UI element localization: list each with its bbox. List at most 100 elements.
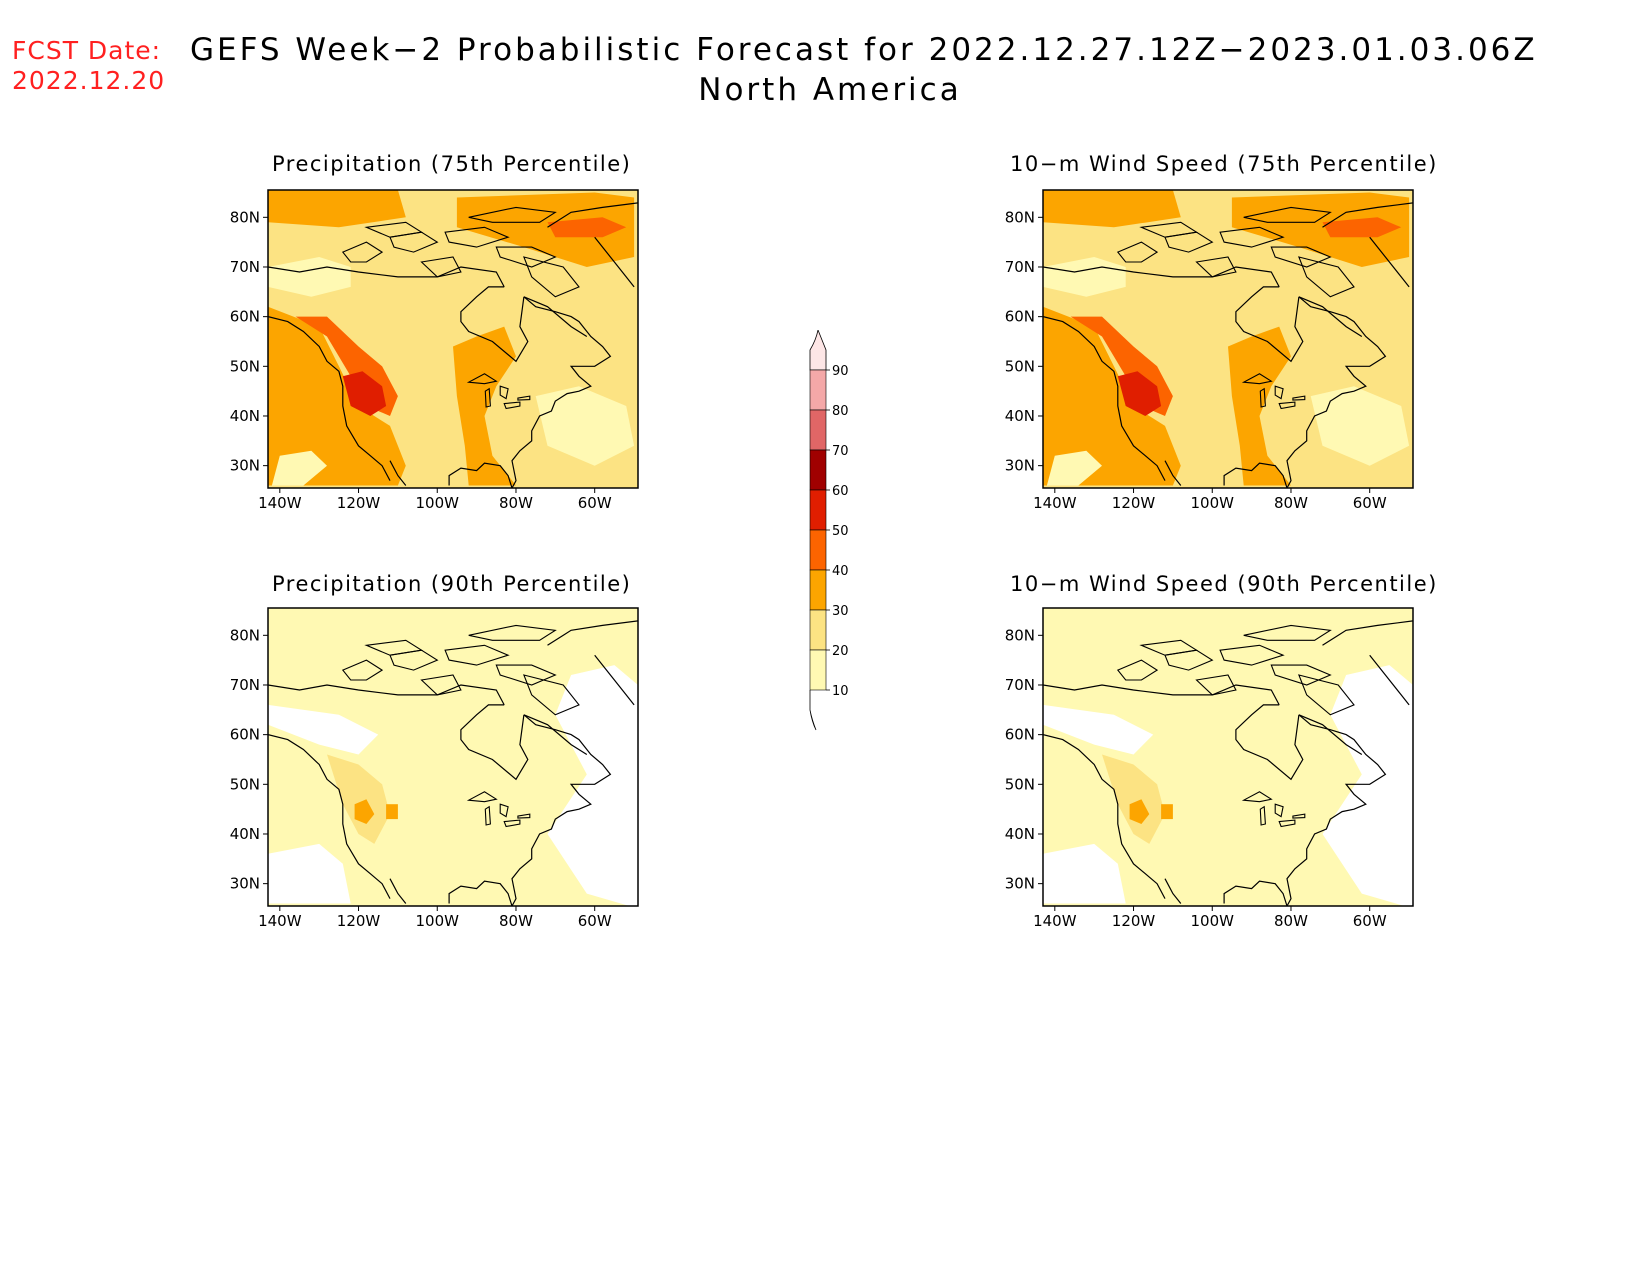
forecast-date: FCST Date: 2022.12.20 <box>12 36 165 96</box>
lon-label: 60W <box>578 912 612 930</box>
lon-label: 80W <box>1274 912 1308 930</box>
lon-label: 100W <box>416 912 460 930</box>
great-lake-outline <box>503 819 521 828</box>
coastline-segment <box>460 704 529 781</box>
island-outline <box>420 256 462 278</box>
colorbar-lower-extension <box>809 690 817 731</box>
great-lake-outline <box>466 373 498 385</box>
shaded-area <box>547 217 627 238</box>
lat-label: 30N <box>230 457 260 475</box>
great-lake-outline <box>1259 387 1266 408</box>
coastline-segment <box>1043 266 1280 288</box>
shaded-area <box>1228 326 1291 486</box>
map-field <box>268 190 638 488</box>
unshaded-area <box>547 665 638 906</box>
lat-label: 80N <box>1005 208 1035 226</box>
shaded-area <box>1161 804 1173 820</box>
shaded-area <box>1102 754 1165 844</box>
lat-label: 60N <box>1005 308 1035 326</box>
title-line-2: North America <box>698 72 962 108</box>
coastline-segment <box>523 714 588 756</box>
map-frame <box>1042 607 1414 907</box>
lon-label: 100W <box>1191 912 1235 930</box>
coastline-segment <box>389 460 407 486</box>
lat-label: 70N <box>1005 676 1035 694</box>
map-field <box>1043 608 1413 906</box>
lon-label: 120W <box>1112 912 1156 930</box>
colorbar-label: 50 <box>832 524 849 539</box>
shaded-area <box>1231 192 1410 267</box>
coastline-segment <box>1043 316 1166 481</box>
shaded-area <box>453 326 516 486</box>
lat-label: 30N <box>1005 875 1035 893</box>
lat-label: 40N <box>230 407 260 425</box>
coastline-segment <box>1223 296 1387 488</box>
great-lake-outline <box>1259 805 1266 826</box>
lon-label: 140W <box>1033 912 1077 930</box>
lon-label: 140W <box>1033 494 1077 512</box>
coastline-segment <box>268 316 391 481</box>
shaded-area <box>535 386 635 466</box>
island-outline <box>1116 241 1159 263</box>
unshaded-area <box>268 704 379 755</box>
lon-label: 80W <box>499 494 533 512</box>
map-frame <box>267 607 639 907</box>
coastline-segment <box>1322 202 1413 228</box>
lat-label: 40N <box>1005 825 1035 843</box>
map-field <box>268 608 638 906</box>
shaded-area <box>1322 217 1402 238</box>
colorbar-upper-extension <box>809 330 827 371</box>
colorbar-label: 90 <box>832 364 849 379</box>
coastline-segment <box>448 714 612 906</box>
island-outline <box>420 674 462 696</box>
colorbar-label: 70 <box>832 444 849 459</box>
lat-label: 50N <box>230 775 260 793</box>
forecast-date-value: 2022.12.20 <box>12 66 166 95</box>
map-field <box>1043 190 1413 488</box>
lon-label: 100W <box>416 494 460 512</box>
island-outline <box>522 256 580 298</box>
great-lake-outline <box>466 791 498 803</box>
panel-title-wind-90: 10−m Wind Speed (90th Percentile) <box>1010 572 1438 596</box>
colorbar-segment <box>809 569 827 611</box>
island-outline <box>341 241 384 263</box>
color-scale-legend: 10 20 30 40 50 60 70 80 90 <box>809 330 849 731</box>
great-lake-outline <box>499 385 509 400</box>
island-outline <box>341 659 384 681</box>
coastline-segment <box>268 734 391 899</box>
island-outline <box>1243 624 1332 641</box>
coastline-segment <box>1164 878 1182 904</box>
colorbar-label: 40 <box>832 564 849 579</box>
coastline-segment <box>1043 684 1280 706</box>
lat-label: 40N <box>230 825 260 843</box>
colorbar-segment <box>809 409 827 451</box>
island-outline <box>364 639 424 656</box>
shaded-area <box>327 754 390 844</box>
coastline-segment <box>448 296 612 488</box>
coastline-segment <box>523 296 588 338</box>
coastline-segment <box>1235 704 1304 781</box>
great-lake-outline <box>1274 803 1284 818</box>
lon-label: 120W <box>337 912 381 930</box>
great-lake-outline <box>499 803 509 818</box>
island-outline <box>1297 256 1355 298</box>
shaded-area <box>268 190 406 228</box>
coastline-segment <box>1322 620 1413 646</box>
lon-label: 60W <box>1353 912 1387 930</box>
island-outline <box>444 644 510 666</box>
shaded-area <box>1043 306 1181 486</box>
island-outline <box>364 221 424 238</box>
lat-label: 50N <box>230 357 260 375</box>
panel-title-precip-75: Precipitation (75th Percentile) <box>272 152 632 176</box>
colorbar-label: 30 <box>832 604 849 619</box>
great-lake-outline <box>1241 791 1273 803</box>
unshaded-area <box>1043 704 1154 755</box>
island-outline <box>468 624 557 641</box>
island-outline <box>444 226 510 248</box>
coastline-segment <box>547 202 638 228</box>
great-lake-outline <box>517 813 531 819</box>
lon-label: 140W <box>258 494 302 512</box>
lat-label: 40N <box>1005 407 1035 425</box>
coastline-segment <box>268 266 505 288</box>
colorbar-segment <box>809 489 827 531</box>
